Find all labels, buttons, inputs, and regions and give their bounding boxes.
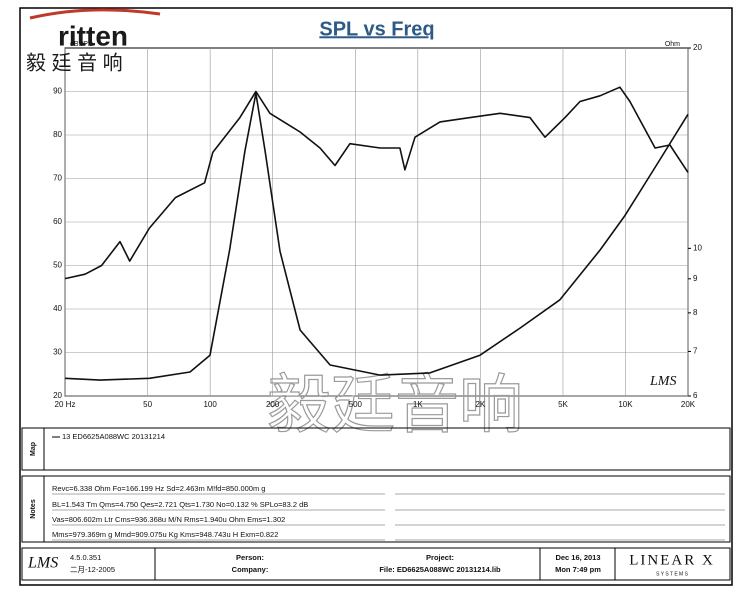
y-tick-label: 50 bbox=[53, 261, 62, 270]
x-tick-label: 5K bbox=[558, 400, 568, 409]
brand: LINEAR X bbox=[629, 552, 715, 568]
x-tick-label: 200 bbox=[266, 400, 280, 409]
map-label: Map bbox=[30, 442, 37, 456]
map-panel bbox=[21, 427, 731, 471]
company: Company: bbox=[232, 565, 269, 574]
notes-label: Notes bbox=[30, 499, 37, 519]
series-line bbox=[64, 86, 689, 280]
y2-axis-label: Ohm bbox=[665, 41, 680, 48]
x-tick-label: 100 bbox=[203, 400, 217, 409]
x-tick-label: 2K bbox=[475, 400, 485, 409]
y-tick-label: 70 bbox=[53, 174, 62, 183]
x-tick-label: 20 Hz bbox=[55, 400, 76, 409]
time: Mon 7:49 pm bbox=[555, 565, 601, 574]
x-tick-label: 10K bbox=[618, 400, 633, 409]
y2-tick-label: 10 bbox=[693, 243, 702, 252]
watermark: 毅廷音响 bbox=[267, 369, 523, 441]
y-axis-label: dBSPL bbox=[70, 41, 92, 48]
y2-tick-label: 9 bbox=[693, 274, 698, 283]
chart-title: SPL vs Freq bbox=[319, 18, 434, 40]
grid bbox=[64, 48, 689, 397]
y2-tick-label: 8 bbox=[693, 308, 698, 317]
y-tick-label: 30 bbox=[53, 348, 62, 357]
date: Dec 16, 2013 bbox=[555, 553, 600, 562]
y2-tick-label: 20 bbox=[693, 43, 702, 52]
footer-logo: LMS bbox=[27, 555, 58, 572]
y-tick-label: 20 bbox=[53, 391, 62, 400]
plot-label: LMS bbox=[649, 374, 676, 389]
footer-dividers bbox=[154, 548, 616, 580]
version: 4.5.0.351 bbox=[70, 553, 101, 562]
y2-tick-label: 7 bbox=[693, 347, 698, 356]
notes-panel bbox=[21, 475, 731, 543]
note-line: Vas=806.602m Ltr Cms=936.368u M/N Rms=1.… bbox=[52, 515, 285, 524]
legend-entry: 13 ED6625A088WC 20131214 bbox=[62, 432, 165, 441]
brand-sub: S Y S T E M S bbox=[656, 571, 689, 577]
outer-frame bbox=[19, 7, 733, 586]
project: Project: bbox=[426, 553, 454, 562]
logo-brand: ritten bbox=[58, 20, 128, 51]
series-line bbox=[64, 92, 689, 381]
note-line: BL=1.543 Tm Qms=4.750 Qes=2.721 Qts=1.73… bbox=[52, 500, 308, 509]
x-tick-label: 20K bbox=[681, 400, 696, 409]
y-tick-label: 60 bbox=[53, 217, 62, 226]
y-tick-label: 40 bbox=[53, 304, 62, 313]
note-line: Mms=979.369m g Mmd=909.075u Kg Kms=948.7… bbox=[52, 530, 278, 539]
y2-tick-label: 6 bbox=[693, 391, 698, 400]
person: Person: bbox=[236, 553, 264, 562]
x-tick-label: 50 bbox=[143, 400, 152, 409]
x-tick-label: 1K bbox=[413, 400, 423, 409]
x-tick-label: 500 bbox=[349, 400, 363, 409]
build-date: 二月-12-2005 bbox=[70, 565, 115, 574]
notes-rules bbox=[52, 493, 725, 541]
logo-chinese: 毅 廷 音 响 bbox=[26, 51, 123, 74]
logo-swoosh bbox=[29, 8, 161, 20]
y-tick-label: 80 bbox=[53, 130, 62, 139]
note-line: Revc=6.338 Ohm Fo=166.199 Hz Sd=2.463m M… bbox=[52, 484, 265, 493]
footer bbox=[21, 547, 731, 581]
file: File: ED6625A088WC 20131214.lib bbox=[379, 565, 501, 574]
y-tick-label: 90 bbox=[53, 87, 62, 96]
